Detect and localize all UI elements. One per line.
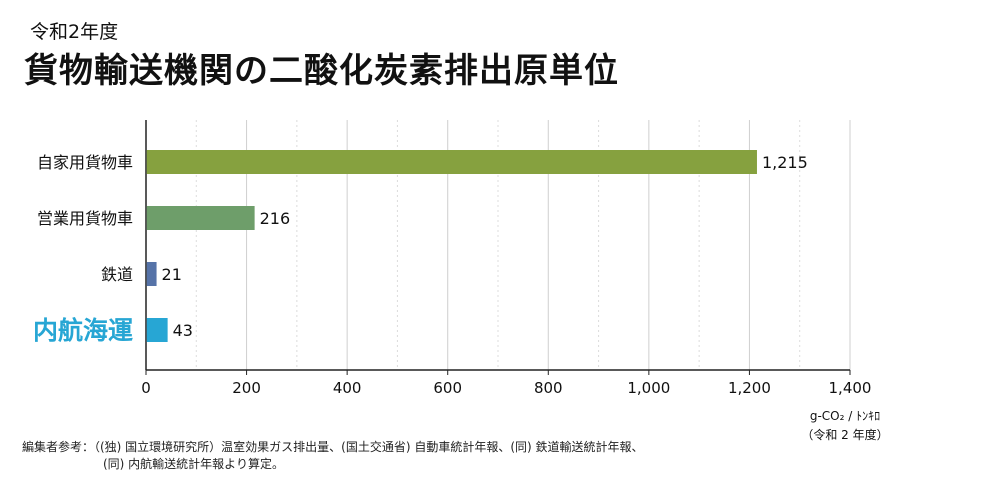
bar-4 xyxy=(146,318,168,342)
x-tick-label: 800 xyxy=(534,379,563,397)
chart-subtitle: 令和2年度 xyxy=(30,21,119,43)
source-note-line-2: (同) 内航輸送統計年報より算定。 xyxy=(103,457,284,471)
x-axis-year-note: （令和 2 年度） xyxy=(801,428,889,442)
x-tick-label: 400 xyxy=(333,379,362,397)
value-label-3: 21 xyxy=(162,265,182,284)
x-tick-label: 1,400 xyxy=(829,379,872,397)
x-tick-label: 600 xyxy=(433,379,462,397)
value-label-4: 43 xyxy=(173,321,193,340)
category-label-4: 内航海運 xyxy=(33,316,133,345)
chart-title: 貨物輸送機関の二酸化炭素排出原単位 xyxy=(24,51,619,91)
value-label-1: 1,215 xyxy=(762,153,808,172)
x-tick-label: 200 xyxy=(232,379,261,397)
bar-2 xyxy=(146,206,255,230)
category-label-1: 自家用貨物車 xyxy=(37,153,133,172)
x-tick-label: 0 xyxy=(141,379,151,397)
bar-1 xyxy=(146,150,757,174)
bar-3 xyxy=(146,262,157,286)
category-label-2: 営業用貨物車 xyxy=(37,209,133,228)
category-label-3: 鉄道 xyxy=(101,265,133,284)
x-axis-unit-label: g-CO₂ / ﾄﾝｷﾛ xyxy=(809,409,881,423)
source-note-line-1: 編集者参考：（(独) 国立環境研究所）温室効果ガス排出量、(国土交通省) 自動車… xyxy=(22,440,644,454)
x-tick-label: 1,000 xyxy=(627,379,670,397)
x-tick-label: 1,200 xyxy=(728,379,771,397)
value-label-2: 216 xyxy=(260,209,291,228)
